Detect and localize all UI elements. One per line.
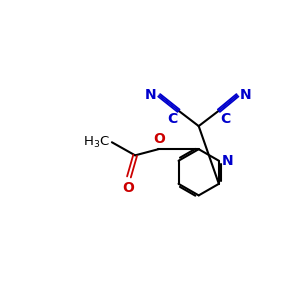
Text: C: C — [167, 112, 177, 126]
Text: H$_3$C: H$_3$C — [83, 135, 110, 150]
Text: C: C — [220, 112, 231, 126]
Text: O: O — [122, 181, 134, 195]
Text: N: N — [145, 88, 157, 101]
Text: O: O — [153, 132, 165, 146]
Text: N: N — [222, 154, 234, 168]
Text: N: N — [240, 88, 251, 101]
